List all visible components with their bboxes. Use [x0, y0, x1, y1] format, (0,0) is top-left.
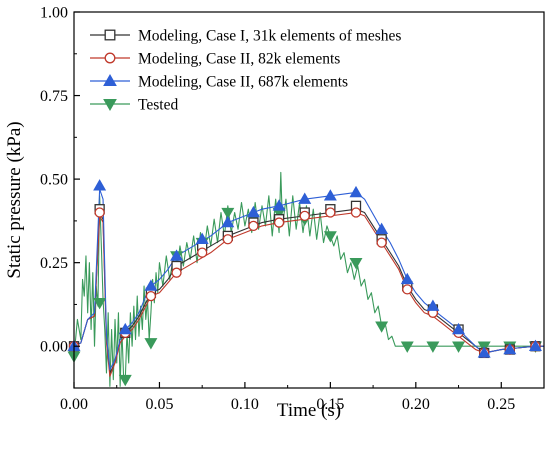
data-point-series-1 [145, 290, 157, 302]
data-point-series-2 [170, 249, 184, 261]
series-line-3 [74, 171, 544, 387]
data-point-series-3 [93, 298, 107, 310]
y-axis-title: Static pressure (kPa) [4, 121, 25, 278]
data-point-series-2 [246, 205, 260, 218]
legend-label-1: Modeling, Case II, 82k elements [138, 51, 340, 68]
x-tick-label: 0.00 [60, 396, 88, 413]
data-point-series-3 [323, 231, 337, 243]
data-point-series-2 [323, 189, 337, 201]
data-point-series-2 [375, 222, 389, 234]
x-tick-label: 0.25 [487, 396, 515, 413]
data-point-series-1 [171, 267, 182, 278]
y-tick-label: 0.00 [40, 339, 68, 356]
data-point-series-3 [144, 338, 158, 350]
data-point-series-2 [503, 342, 517, 355]
data-point-series-1 [248, 220, 259, 232]
plot-frame [73, 11, 545, 389]
data-point-series-2 [93, 179, 107, 191]
x-tick-label: 0.20 [402, 396, 430, 413]
data-point-series-2 [144, 279, 158, 291]
legend-marker-2 [103, 73, 117, 86]
data-point-series-2 [195, 232, 209, 244]
data-point-series-1 [299, 210, 310, 222]
data-point-series-2 [349, 185, 363, 198]
data-point-series-2 [452, 322, 466, 335]
data-point-series-3 [452, 341, 466, 353]
legend: Modeling, Case I, 31k elements of meshes… [90, 28, 401, 114]
data-point-series-2 [400, 272, 414, 285]
y-axis: 0.00 0.25 0.50 0.75 1.00 [40, 5, 80, 389]
data-point-series-2 [477, 346, 491, 358]
x-axis: 0.00 0.05 0.10 0.15 0.20 0.25 [60, 382, 545, 413]
data-point-series-1 [222, 234, 233, 245]
data-point-series-1 [350, 207, 362, 218]
data-point-series-3 [221, 207, 235, 220]
data-point-series-1 [325, 207, 336, 218]
legend-marker-3 [103, 99, 117, 112]
data-point-series-1 [273, 217, 285, 228]
data-point-series-2 [118, 322, 132, 335]
data-point-series-1 [402, 284, 413, 295]
data-point-series-1 [94, 207, 105, 218]
legend-label-0: Modeling, Case I, 31k elements of meshes [138, 28, 401, 45]
data-point-series-2 [221, 215, 235, 228]
data-point-series-2 [528, 339, 542, 351]
x-tick-label: 0.05 [145, 396, 173, 413]
legend-label-3: Tested [138, 97, 178, 114]
data-point-series-3 [118, 374, 132, 387]
x-tick-label: 0.15 [316, 396, 344, 413]
data-point-series-3 [375, 321, 389, 333]
legend-marker-0 [104, 29, 116, 41]
data-point-series-1 [197, 247, 208, 258]
y-tick-label: 0.50 [40, 172, 68, 189]
data-point-series-2 [426, 299, 440, 311]
data-point-series-3 [349, 257, 363, 270]
x-axis-title: Time (s) [277, 400, 341, 421]
series-markers [67, 179, 542, 387]
x-tick-label: 0.10 [231, 396, 259, 413]
legend-marker-1 [104, 52, 116, 64]
legend-label-2: Modeling, Case II, 687k elements [138, 74, 348, 91]
series-lines [74, 171, 544, 387]
y-tick-label: 0.25 [40, 255, 68, 272]
data-point-series-3 [400, 341, 414, 353]
data-point-series-2 [298, 192, 312, 204]
data-point-series-1 [376, 237, 387, 248]
data-point-series-2 [272, 199, 286, 211]
data-point-series-3 [426, 341, 440, 353]
y-tick-label: 0.75 [40, 88, 68, 105]
y-tick-label: 1.00 [40, 5, 68, 22]
